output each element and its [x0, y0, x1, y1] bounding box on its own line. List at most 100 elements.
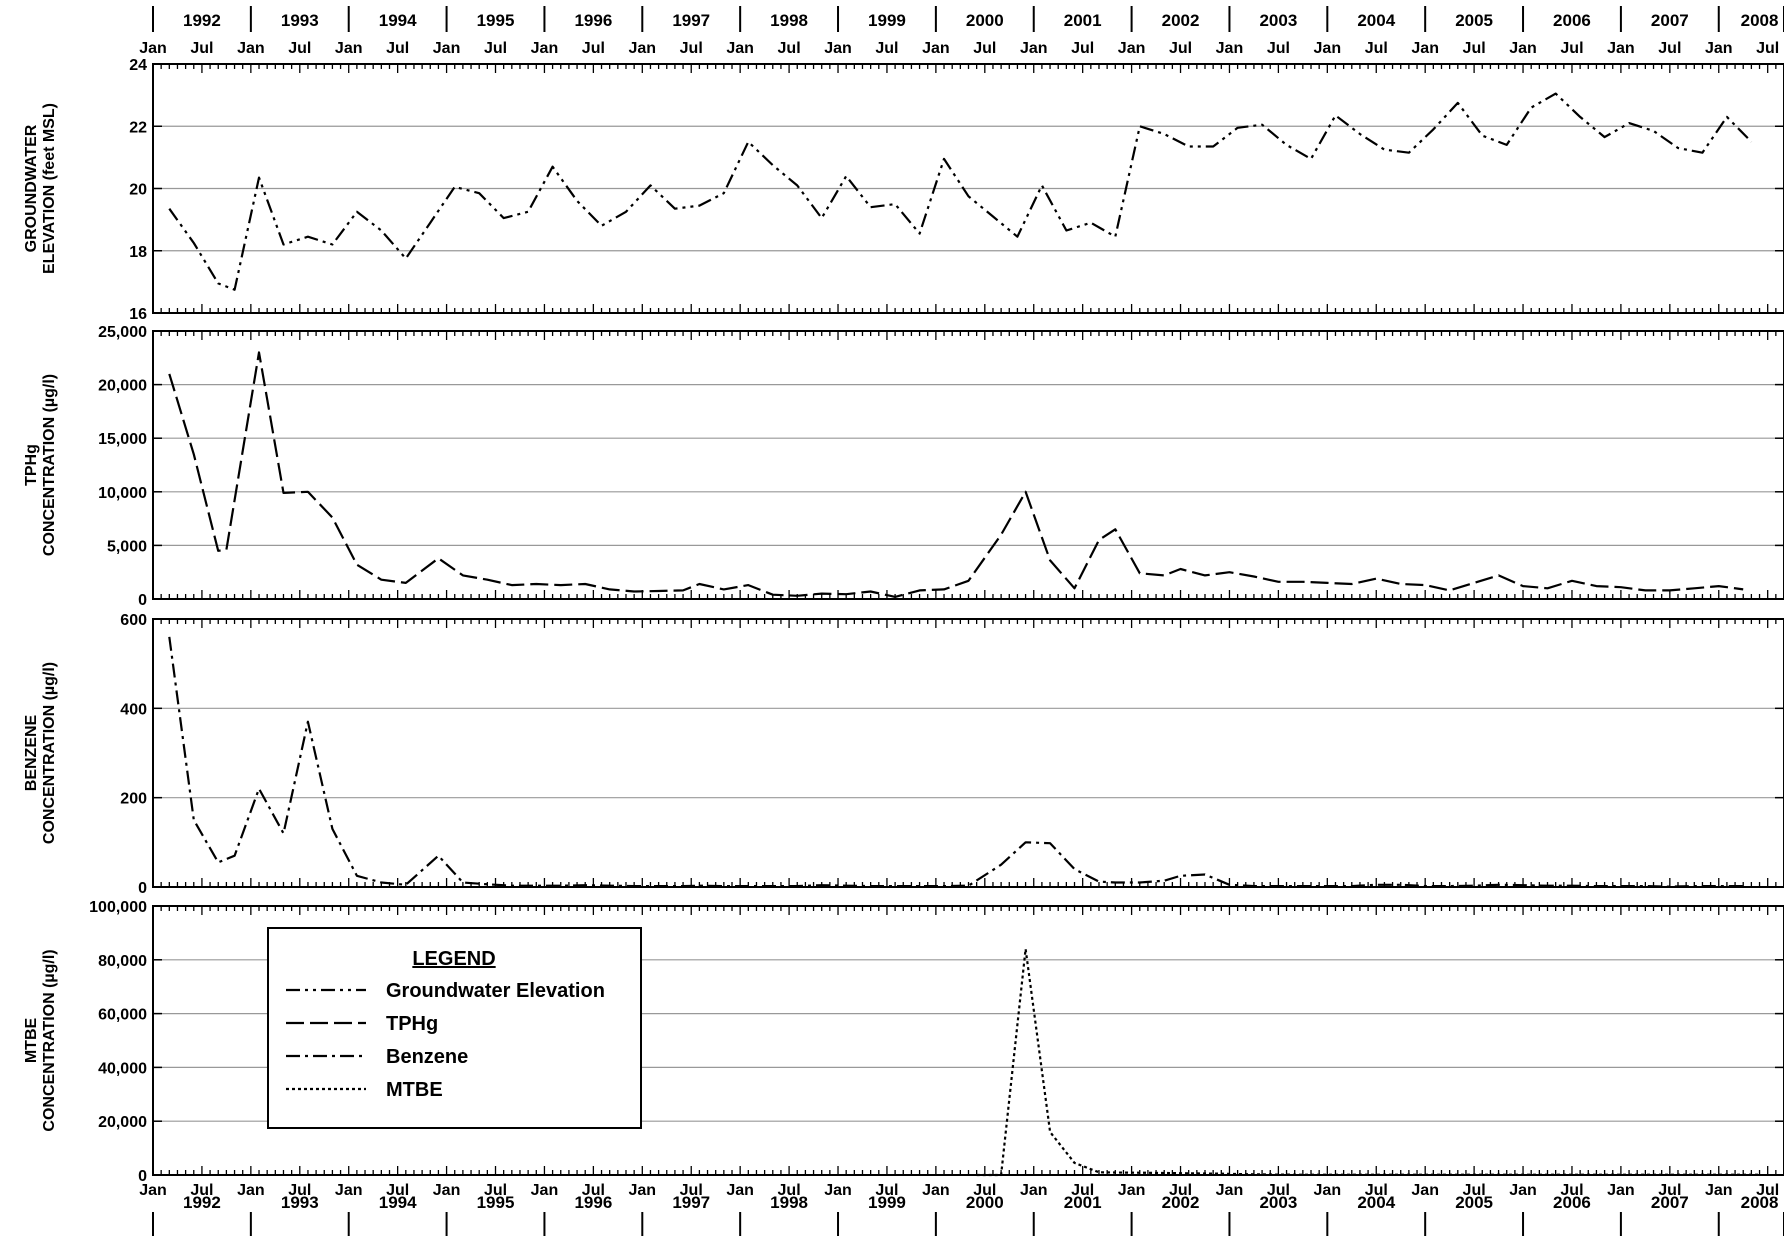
x-tick-label: Jul [875, 1182, 898, 1199]
x-tick-label: Jan [1411, 1182, 1439, 1199]
y-tick-label: 400 [120, 701, 147, 718]
x-tick-label: Jul [1658, 1182, 1681, 1199]
x-tick-label: Jan [1705, 1182, 1733, 1199]
legend-items: Groundwater Elevation TPHg Benzene MTBE [286, 980, 605, 1101]
x-tick-label: Jan [531, 1182, 559, 1199]
x-tick-label: Jul [778, 40, 801, 57]
x-axis-top: Jan Jul Jan Jul Jan Jul Jan Jul Jan Jul Jan Jul Jan J… [139, 6, 1784, 57]
year-label: 2005 [1455, 11, 1493, 30]
x-tick-label: Jul [680, 1182, 703, 1199]
x-tick-label: Jan [139, 40, 167, 57]
x-tick-label: Jul [1365, 40, 1388, 57]
x-axis-bottom: Jan Jul Jan Jul Jan Jul Jan Jul Jan Jul Jan Jul Jan J… [139, 1182, 1784, 1236]
y-tick-label: 10,000 [98, 485, 147, 502]
x-tick-label: Jan [1509, 1182, 1537, 1199]
series-benzene [168, 636, 1744, 888]
x-tick-label: Jul [973, 1182, 996, 1199]
y-tick-label: 15,000 [98, 431, 147, 448]
x-tick-label: Jul [1071, 1182, 1094, 1199]
year-label: 2002 [1162, 11, 1200, 30]
x-tick-label: Jan [1607, 1182, 1635, 1199]
year-label: 2008 [1741, 1193, 1779, 1212]
year-label: 2004 [1357, 11, 1395, 30]
y-tick-label: 24 [129, 57, 147, 74]
y-axis-label: BENZENECONCENTRATION (µg/l) [23, 662, 58, 844]
x-tick-label: Jan [1118, 1182, 1146, 1199]
y-tick-label: 25,000 [98, 324, 147, 341]
year-label: 2007 [1651, 1193, 1689, 1212]
legend-label: TPHg [386, 1013, 438, 1035]
x-tick-label: Jul [680, 40, 703, 57]
year-label: 1996 [574, 1193, 612, 1212]
year-label: 1999 [868, 1193, 906, 1212]
y-tick-label: 200 [120, 791, 147, 808]
x-tick-label: Jul [288, 1182, 311, 1199]
x-tick-label: Jul [1463, 1182, 1486, 1199]
x-tick-label: Jan [335, 40, 363, 57]
year-label: 2006 [1553, 1193, 1591, 1212]
x-tick-label: Jan [237, 40, 265, 57]
year-label: 1997 [672, 1193, 710, 1212]
x-tick-label: Jan [1607, 40, 1635, 57]
panel-frame [152, 618, 1784, 888]
x-tick-label: Jan [629, 40, 657, 57]
x-tick-label: Jul [1169, 40, 1192, 57]
panel-groundwater: 16 18 20 22 24 GROUNDWATERELEVATION (feet MSL… [23, 57, 1784, 323]
y-tick-label: 100,000 [89, 899, 147, 916]
x-tick-label: Jan [824, 1182, 852, 1199]
x-tick-label: Jan [1216, 1182, 1244, 1199]
y-tick-label: 60,000 [98, 1007, 147, 1024]
y-axis-label: MTBECONCENTRATION (µg/l) [23, 949, 58, 1131]
x-tick-label: Jan [1118, 40, 1146, 57]
year-label: 2001 [1064, 1193, 1102, 1212]
legend-title: LEGEND [412, 948, 495, 970]
x-tick-label: Jan [237, 1182, 265, 1199]
x-tick-label: Jul [1267, 40, 1290, 57]
series-groundwater-elevation [168, 92, 1753, 291]
x-tick-label: Jul [1071, 40, 1094, 57]
year-label: 1994 [379, 11, 417, 30]
panel-benzene: 0 200 400 600 BENZENECONCENTRATION (µg/l) [23, 612, 1784, 897]
series-tphg [168, 351, 1744, 599]
x-tick-label: Jan [1020, 40, 1048, 57]
x-tick-label: Jan [433, 40, 461, 57]
year-label: 2008 [1741, 11, 1779, 30]
x-tick-label: Jul [1756, 40, 1779, 57]
x-tick-label: Jul [1267, 1182, 1290, 1199]
x-tick-label: Jan [922, 1182, 950, 1199]
year-label: 1999 [868, 11, 906, 30]
x-tick-label: Jan [433, 1182, 461, 1199]
year-label: 1992 [183, 11, 221, 30]
x-tick-label: Jan [1314, 40, 1342, 57]
x-tick-label: Jan [824, 40, 852, 57]
y-tick-label: 16 [129, 306, 147, 323]
x-tick-label: Jul [973, 40, 996, 57]
year-label: 1995 [477, 1193, 515, 1212]
year-label: 1996 [574, 11, 612, 30]
x-tick-label: Jul [1169, 1182, 1192, 1199]
y-tick-label: 20,000 [98, 1114, 147, 1131]
y-tick-label: 5,000 [107, 538, 147, 555]
year-label: 2005 [1455, 1193, 1493, 1212]
x-tick-label: Jan [629, 1182, 657, 1199]
x-tick-label: Jul [1560, 1182, 1583, 1199]
x-tick-label: Jan [922, 40, 950, 57]
x-tick-label: Jan [1314, 1182, 1342, 1199]
year-label: 2003 [1259, 1193, 1297, 1212]
x-tick-label: Jul [386, 1182, 409, 1199]
year-label: 2007 [1651, 11, 1689, 30]
x-tick-label: Jul [484, 1182, 507, 1199]
y-tick-label: 80,000 [98, 953, 147, 970]
x-tick-label: Jul [875, 40, 898, 57]
x-tick-label: Jul [1365, 1182, 1388, 1199]
year-label: 1992 [183, 1193, 221, 1212]
y-tick-label: 22 [129, 119, 147, 136]
year-label: 1994 [379, 1193, 417, 1212]
x-tick-label: Jul [582, 1182, 605, 1199]
year-label: 2003 [1259, 11, 1297, 30]
legend-box [267, 927, 642, 1129]
y-tick-label: 0 [138, 1168, 147, 1185]
x-tick-label: Jul [778, 1182, 801, 1199]
x-tick-label: Jan [139, 1182, 167, 1199]
